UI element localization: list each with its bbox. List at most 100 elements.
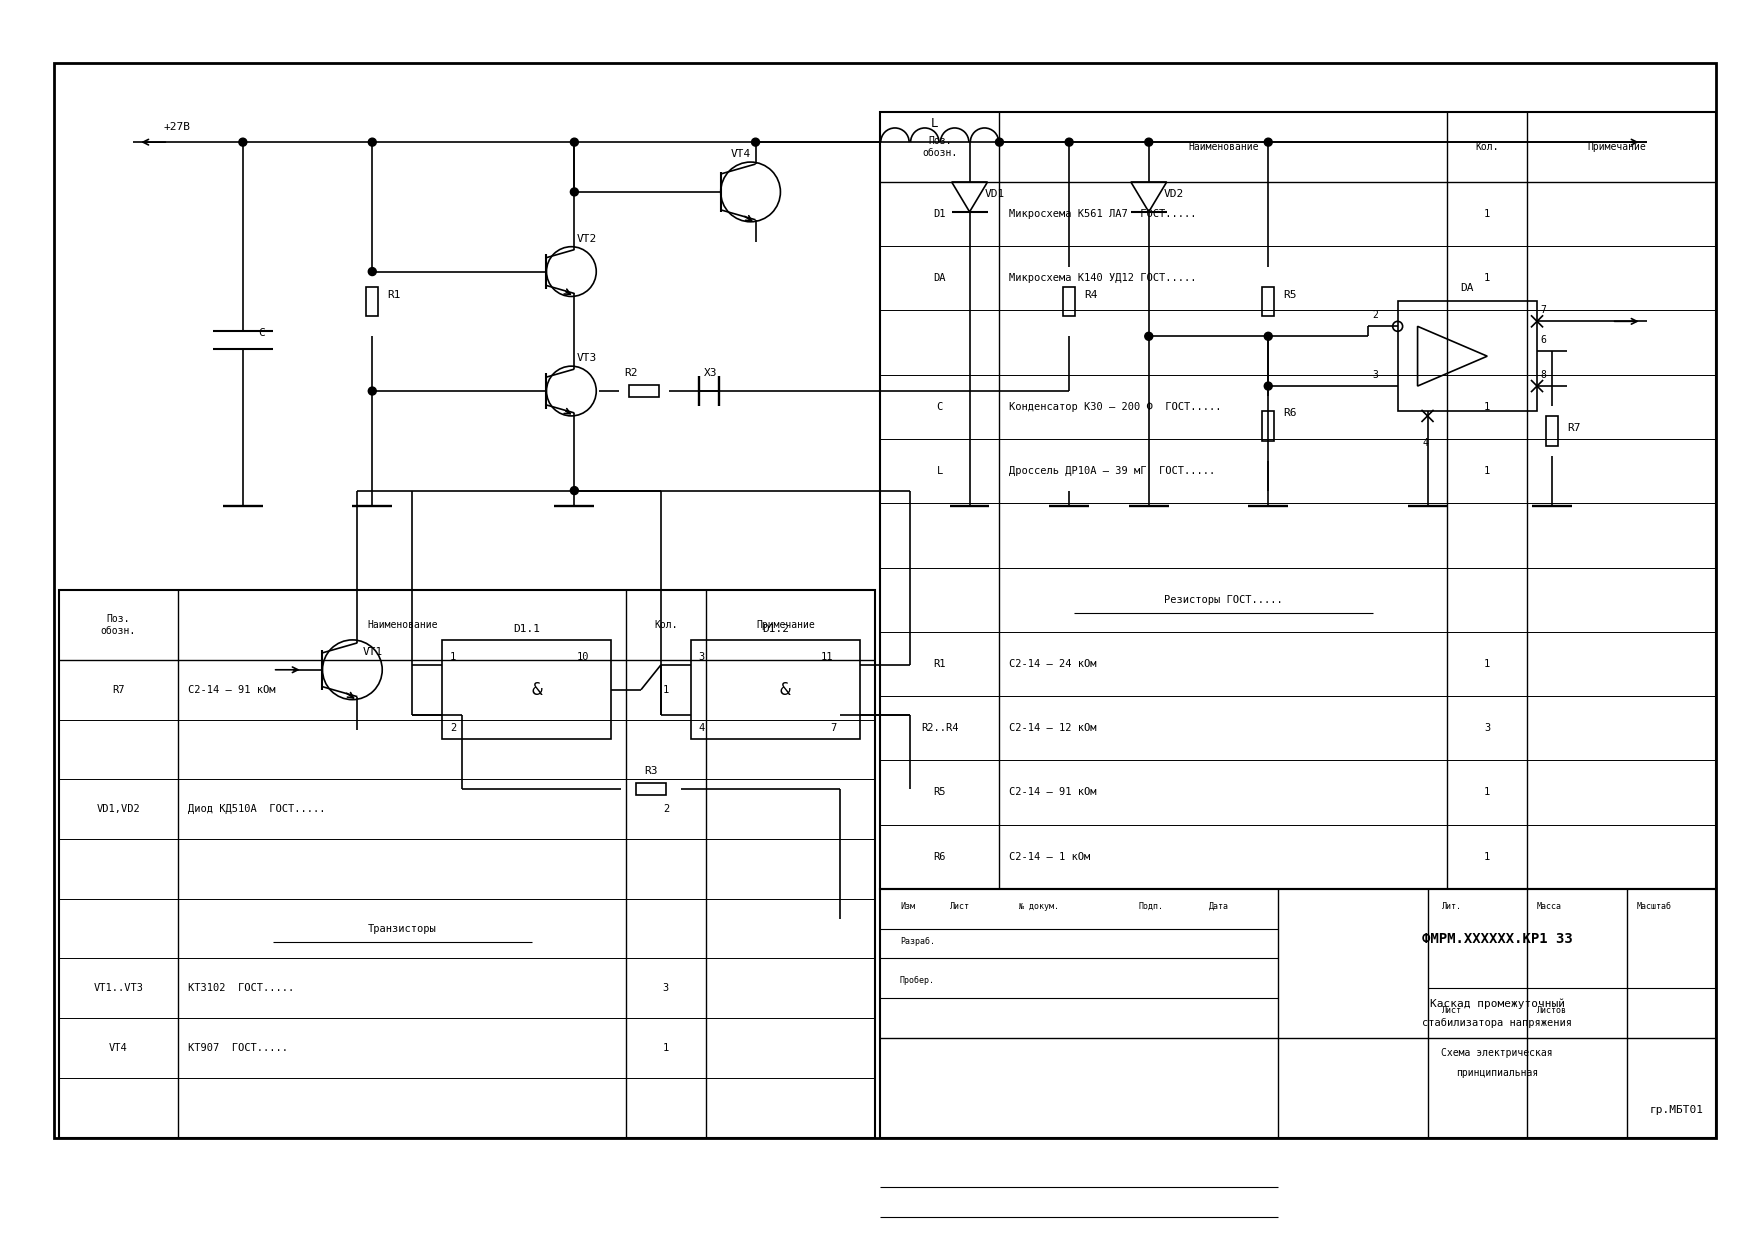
Text: 7: 7 [830,723,837,734]
Text: С2-14 – 12 кОм: С2-14 – 12 кОм [1009,723,1096,733]
Text: 3: 3 [663,983,668,993]
Circle shape [570,138,579,146]
Text: Подп.: Подп. [1138,901,1165,910]
Text: R3: R3 [644,766,658,776]
Text: 2: 2 [1373,310,1379,320]
Text: Масса: Масса [1537,901,1563,910]
Text: Примечание: Примечание [1587,143,1645,153]
Text: D1: D1 [933,210,945,219]
Text: 10: 10 [577,652,589,662]
Text: D1.2: D1.2 [761,624,789,634]
Text: DA: DA [933,273,945,284]
Bar [691,640,859,739]
Text: Листов: Листов [1537,1006,1566,1016]
Text: R6: R6 [1284,408,1296,418]
Text: Каскад промежуточный: Каскад промежуточный [1430,998,1565,1008]
Circle shape [1265,382,1272,391]
Text: Изм: Изм [900,901,916,910]
Text: Кол.: Кол. [1475,143,1500,153]
Text: Конденсатор К30 – 200 Ф  ГОСТ.....: Конденсатор К30 – 200 Ф ГОСТ..... [1009,402,1223,412]
Text: R7: R7 [1566,423,1580,433]
Text: С2-14 – 91 кОм: С2-14 – 91 кОм [188,684,275,694]
Text: Микросхема К561 ЛА7  ГОСТ.....: Микросхема К561 ЛА7 ГОСТ..... [1009,210,1196,219]
Text: 1: 1 [1484,402,1491,412]
Text: Лит.: Лит. [1442,901,1463,910]
Text: DA: DA [1461,284,1473,294]
Bar [1263,286,1273,316]
Circle shape [368,268,377,275]
Text: +27В: +27В [163,123,189,133]
Bar [58,590,875,1137]
Text: 1: 1 [1484,273,1491,284]
Text: 1: 1 [1484,787,1491,797]
Text: ФМРМ.ХХХХХХ.КР1 ЗЗ: ФМРМ.ХХХХХХ.КР1 ЗЗ [1422,931,1573,946]
Text: L: L [931,118,938,130]
Text: 4: 4 [1422,438,1428,448]
Text: КТ3102  ГОСТ.....: КТ3102 ГОСТ..... [188,983,295,993]
Circle shape [368,138,377,146]
Text: Диод КД510А  ГОСТ.....: Диод КД510А ГОСТ..... [188,804,326,815]
Text: 1: 1 [663,1043,668,1053]
Text: С2-14 – 91 кОм: С2-14 – 91 кОм [1009,787,1096,797]
Text: 1: 1 [1484,852,1491,862]
Circle shape [996,138,1003,146]
Text: Разраб.: Разраб. [900,936,935,946]
Text: R2: R2 [624,368,638,378]
Text: C: C [937,402,944,412]
Text: 11: 11 [821,652,833,662]
Bar [881,113,1715,889]
Text: Поз.
обозн.: Поз. обозн. [100,614,137,636]
Bar [1398,301,1537,410]
Text: VD2: VD2 [1163,188,1184,198]
Text: Наименование: Наименование [367,620,437,630]
Circle shape [1265,138,1272,146]
Bar [54,62,1715,1137]
Text: 3: 3 [1484,723,1491,733]
Text: D1.1: D1.1 [514,624,540,634]
Text: Поз.
обозн.: Поз. обозн. [923,136,958,157]
Text: 1: 1 [1484,466,1491,476]
Text: &: & [531,681,542,698]
Text: Примечание: Примечание [756,620,816,630]
Text: C: C [258,329,265,339]
Text: 1: 1 [1484,658,1491,668]
Text: 6: 6 [1540,335,1545,345]
Bar [637,784,667,795]
Text: VT3: VT3 [577,353,596,363]
Text: R5: R5 [1284,290,1296,300]
Text: R6: R6 [933,852,945,862]
Circle shape [1145,138,1152,146]
Text: X3: X3 [703,368,717,378]
Text: Пробер.: Пробер. [900,976,935,986]
Text: &: & [781,681,791,698]
Text: Резисторы ГОСТ.....: Резисторы ГОСТ..... [1165,595,1282,605]
Text: Транзисторы: Транзисторы [368,924,437,934]
Text: Схема электрическая: Схема электрическая [1442,1048,1552,1058]
Circle shape [570,188,579,196]
Text: VT4: VT4 [109,1043,128,1053]
Text: 2: 2 [663,805,668,815]
Text: 2: 2 [451,723,456,734]
Text: R5: R5 [933,787,945,797]
Text: VT2: VT2 [577,233,596,244]
Text: VT4: VT4 [731,149,751,159]
Text: Наименование: Наименование [1187,143,1259,153]
Text: R2..R4: R2..R4 [921,723,958,733]
Circle shape [751,138,759,146]
Text: R4: R4 [1084,290,1098,300]
Text: Масштаб: Масштаб [1636,901,1672,910]
Text: гр.МБТ01: гр.МБТ01 [1649,1105,1703,1115]
Circle shape [1145,332,1152,340]
Text: VT1..VT3: VT1..VT3 [93,983,144,993]
Text: 7: 7 [1540,305,1545,315]
Text: Микросхема К140 УД12 ГОСТ.....: Микросхема К140 УД12 ГОСТ..... [1009,273,1196,284]
Text: 3: 3 [698,652,705,662]
Text: С2-14 – 1 кОм: С2-14 – 1 кОм [1009,852,1091,862]
Bar [630,386,660,397]
Text: Лист: Лист [949,901,970,910]
Text: С2-14 – 24 кОм: С2-14 – 24 кОм [1009,658,1096,668]
Text: L: L [937,466,944,476]
Text: КТ907  ГОСТ.....: КТ907 ГОСТ..... [188,1043,288,1053]
Text: 3: 3 [1373,370,1379,381]
Text: 1: 1 [663,684,668,694]
